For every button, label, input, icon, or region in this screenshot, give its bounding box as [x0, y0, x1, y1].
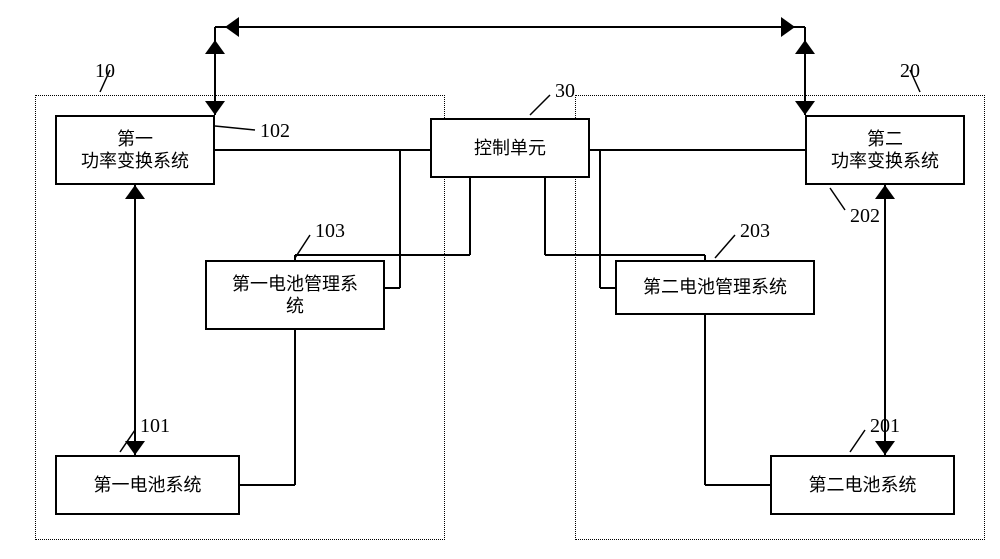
node-label: 第一电池系统 [94, 474, 202, 497]
node-power-conv-1: 第一 功率变换系统 [55, 115, 215, 185]
ref-102: 102 [260, 120, 290, 143]
node-label: 第一电池管理系 统 [232, 273, 358, 318]
node-power-conv-2: 第二 功率变换系统 [805, 115, 965, 185]
node-label: 第二电池系统 [809, 474, 917, 497]
node-battery-1: 第一电池系统 [55, 455, 240, 515]
node-battery-2: 第二电池系统 [770, 455, 955, 515]
ref-20: 20 [900, 60, 920, 83]
node-bms-1: 第一电池管理系 统 [205, 260, 385, 330]
ref-201: 201 [870, 415, 900, 438]
node-label: 第一 功率变换系统 [81, 128, 189, 173]
node-bms-2: 第二电池管理系统 [615, 260, 815, 315]
node-label: 第二 功率变换系统 [831, 128, 939, 173]
ref-10: 10 [95, 60, 115, 83]
ref-202: 202 [850, 205, 880, 228]
node-control-unit: 控制单元 [430, 118, 590, 178]
node-label: 控制单元 [474, 137, 546, 160]
ref-30: 30 [555, 80, 575, 103]
ref-101: 101 [140, 415, 170, 438]
ref-103: 103 [315, 220, 345, 243]
diagram-canvas: 第一 功率变换系统 第一电池管理系 统 第一电池系统 控制单元 第二电池管理系统… [0, 0, 1000, 559]
node-label: 第二电池管理系统 [643, 276, 787, 299]
ref-203: 203 [740, 220, 770, 243]
